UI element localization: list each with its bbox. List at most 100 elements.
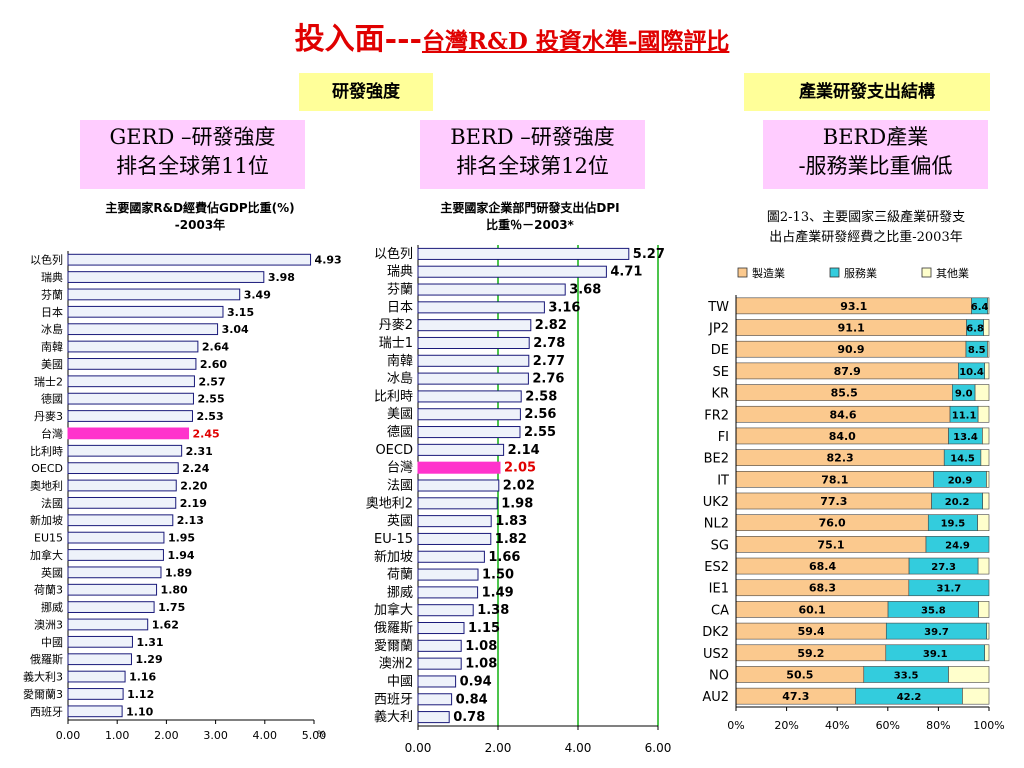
country-code-label: NL2	[704, 517, 729, 532]
berd-bar-chart: 0.00 2.00 4.00 6.00 以色列 5.27 瑞典 4.71 芬蘭 3.68 日本 3.1…	[366, 245, 671, 755]
legend-label: 製造業	[752, 266, 785, 280]
chart3-x-tick-label: 100%	[973, 719, 1004, 732]
chart1-unit-label: %	[317, 730, 326, 740]
chart2-bar	[417, 283, 566, 296]
manufacturing-value-label: 85.5	[831, 387, 858, 400]
service-value-label: 19.5	[941, 519, 966, 530]
chart1-bar	[67, 583, 158, 596]
chart1-bar	[67, 444, 183, 457]
gerd-rank-box: GERD –研發強度 排名全球第11位	[80, 120, 305, 189]
legend-swatch	[737, 267, 748, 278]
chart1-value-label: 2.19	[180, 497, 207, 510]
service-value-label: 14.5	[950, 454, 975, 465]
chart2-bar	[417, 711, 450, 724]
chart1-bar	[67, 496, 177, 509]
chart1-category-label: 芬蘭	[41, 288, 63, 301]
chart1-category-label: 愛爾蘭3	[23, 688, 63, 701]
chart1-value-label: 2.53	[196, 410, 223, 423]
chart1-category-label: 中國	[41, 636, 63, 649]
chart2-bar	[417, 390, 522, 403]
service-value-label: 33.5	[894, 670, 919, 681]
chart1-category-label: 德國	[41, 392, 63, 406]
chart1-bar	[67, 479, 177, 492]
service-value-label: 39.1	[923, 649, 948, 660]
chart2-value-label: 0.78	[453, 710, 485, 725]
chart2-category-label: 瑞士1	[379, 336, 413, 351]
service-value-label: 10.4	[959, 367, 984, 378]
chart1-category-label: 美國	[41, 358, 63, 371]
chart1-value-label: 2.64	[202, 341, 229, 354]
country-code-label: TW	[707, 300, 729, 315]
chart1-category-label: 瑞典	[41, 270, 63, 284]
chart2-category-label: 芬蘭	[387, 282, 413, 298]
manufacturing-value-label: 78.1	[821, 473, 848, 486]
country-code-label: DK2	[702, 625, 729, 640]
chart1-value-label: 3.15	[227, 306, 254, 319]
page-title: 投入面---台灣R&D 投資水準-國際評比	[0, 14, 1024, 58]
chart1-x-tick-label: 5.00	[302, 729, 327, 742]
chart1-category-label: 以色列	[30, 253, 63, 267]
chart3-x-tick-label: 80%	[926, 719, 950, 732]
chart2-bar	[417, 550, 485, 563]
manufacturing-value-label: 93.1	[840, 300, 867, 313]
country-code-label: KR	[711, 387, 729, 402]
country-code-label: FI	[718, 430, 729, 445]
manufacturing-value-label: 60.1	[798, 603, 825, 616]
stacked-bar-segment	[987, 340, 990, 358]
chart1-bar	[67, 566, 162, 579]
chart2-category-label: 台灣	[387, 461, 413, 476]
chart1-category-label: 義大利3	[23, 670, 63, 684]
chart1-value-label: 4.93	[315, 254, 342, 267]
chart2-title-line1: 主要國家企業部門研發支出佔DPI	[440, 201, 620, 215]
chart2-category-label: 南韓	[387, 353, 413, 369]
chart2-value-label: 2.14	[508, 443, 540, 458]
chart2-category-label: 俄羅斯	[374, 621, 413, 636]
chart2-bar	[417, 443, 505, 456]
industry-note-line1: BERD產業	[822, 125, 929, 149]
country-code-label: IT	[717, 473, 729, 488]
chart2-bar	[417, 408, 521, 421]
stacked-bar-segment	[980, 449, 990, 466]
chart2-value-label: 0.94	[460, 674, 492, 689]
chart2-category-label: 澳洲2	[379, 656, 413, 672]
chart1-category-label: 南韓	[41, 341, 63, 354]
chart2-value-label: 2.55	[524, 425, 556, 440]
service-value-label: 9.0	[955, 389, 973, 400]
country-code-label: US2	[703, 647, 729, 662]
stacked-bar-segment	[987, 297, 990, 315]
chart1-title: 主要國家R&D經費佔GDP比重(%) -2003年	[40, 200, 360, 234]
legend-swatch	[921, 267, 932, 278]
manufacturing-value-label: 90.9	[837, 343, 864, 356]
service-value-label: 24.9	[945, 540, 970, 551]
stacked-bar-segment	[983, 319, 990, 336]
chart1-value-label: 2.24	[182, 462, 209, 475]
chart2-category-label: 中國	[387, 674, 413, 689]
chart1-bar	[67, 288, 241, 301]
service-value-label: 6.4	[971, 302, 989, 313]
chart1-value-label: 2.13	[177, 514, 204, 527]
chart1-x-tick-label: 3.00	[203, 729, 228, 742]
chart2-category-label: 以色列	[374, 246, 413, 262]
chart2-title-line2: 比重％－2003*	[486, 218, 574, 232]
chart1-bar	[67, 253, 312, 266]
chart1-value-label: 1.10	[126, 705, 153, 718]
chart2-bar	[417, 479, 500, 492]
title-sub: 台灣R&D 投資水準-國際評比	[421, 28, 730, 55]
stacked-bar-segment	[984, 644, 990, 662]
chart2-bar	[417, 568, 479, 581]
chart2-category-label: 冰島	[387, 372, 413, 387]
chart2-category-label: 瑞典	[387, 265, 413, 280]
chart1-category-label: 丹麥3	[34, 410, 63, 423]
chart2-x-tick-label: 0.00	[405, 741, 432, 755]
service-value-label: 31.7	[937, 584, 962, 595]
chart1-bar	[67, 340, 199, 353]
chart1-value-label: 2.20	[180, 480, 207, 493]
chart1-value-label: 2.60	[200, 358, 227, 371]
country-code-label: DE	[711, 343, 729, 358]
service-value-label: 6.8	[966, 324, 984, 335]
chart1-bar	[67, 653, 132, 666]
manufacturing-value-label: 77.3	[820, 495, 847, 508]
stacked-bar-segment	[974, 384, 990, 401]
chart1-category-label: 西班牙	[30, 705, 63, 718]
chart3-title-line2: 出占產業研發經費之比重-2003年	[769, 230, 963, 245]
